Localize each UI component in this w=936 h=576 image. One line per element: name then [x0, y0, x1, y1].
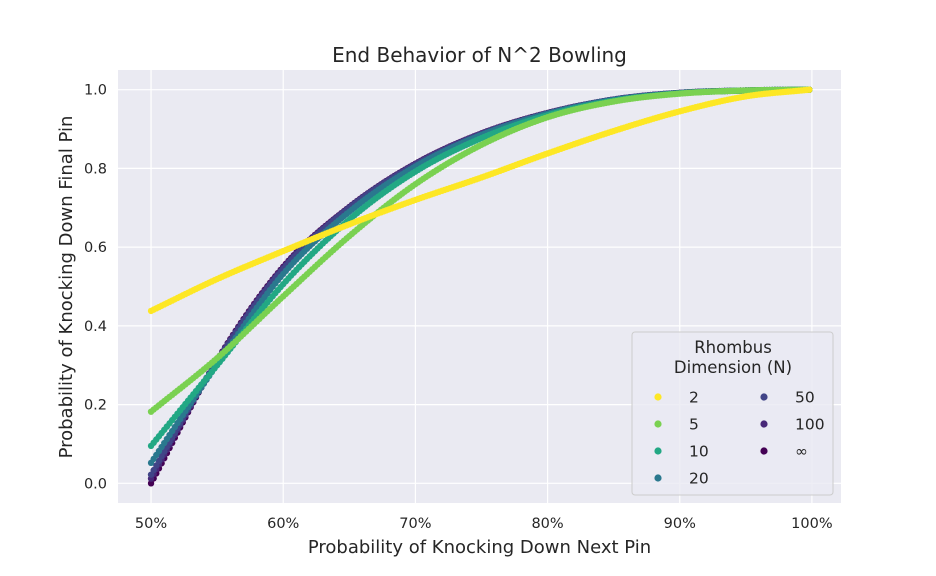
chart-title: End Behavior of N^2 Bowling: [332, 43, 627, 67]
y-tick-label: 0.4: [84, 319, 107, 335]
y-tick-label: 0.0: [84, 476, 107, 492]
legend-label: 50: [795, 389, 815, 407]
legend-marker: [760, 393, 767, 400]
data-point: [806, 86, 812, 92]
x-tick-label: 80%: [531, 516, 563, 532]
x-tick-label: 60%: [267, 516, 299, 532]
x-tick-label: 70%: [399, 516, 431, 532]
x-axis-label: Probability of Knocking Down Next Pin: [308, 537, 651, 558]
legend-marker: [654, 420, 661, 427]
y-tick-label: 0.6: [84, 240, 107, 256]
y-tick-labels: 0.0 0.2 0.4 0.6 0.8 1.0: [84, 83, 107, 493]
legend-title-line: Rhombus: [694, 338, 772, 357]
y-axis-label: Probability of Knocking Down Final Pin: [56, 116, 77, 459]
legend-marker: [654, 447, 661, 454]
legend-marker: [654, 393, 661, 400]
legend: Rhombus Dimension (N) 2 5 10 20 50 100 ∞: [632, 332, 833, 495]
legend-label: 2: [689, 389, 699, 407]
x-tick-label: 100%: [791, 516, 832, 532]
y-tick-label: 0.8: [84, 161, 107, 177]
legend-marker: [760, 420, 767, 427]
legend-label: ∞: [795, 443, 808, 461]
legend-marker: [760, 447, 767, 454]
y-tick-label: 1.0: [84, 83, 107, 99]
x-tick-label: 50%: [135, 516, 167, 532]
legend-marker: [654, 474, 661, 481]
x-tick-label: 90%: [664, 516, 696, 532]
legend-label: 5: [689, 416, 699, 434]
y-tick-label: 0.2: [84, 398, 107, 414]
legend-label: 100: [795, 416, 825, 434]
x-tick-labels: 50% 60% 70% 80% 90% 100%: [135, 516, 833, 532]
legend-label: 10: [689, 443, 709, 461]
legend-title-line: Dimension (N): [674, 358, 792, 377]
legend-label: 20: [689, 470, 709, 488]
